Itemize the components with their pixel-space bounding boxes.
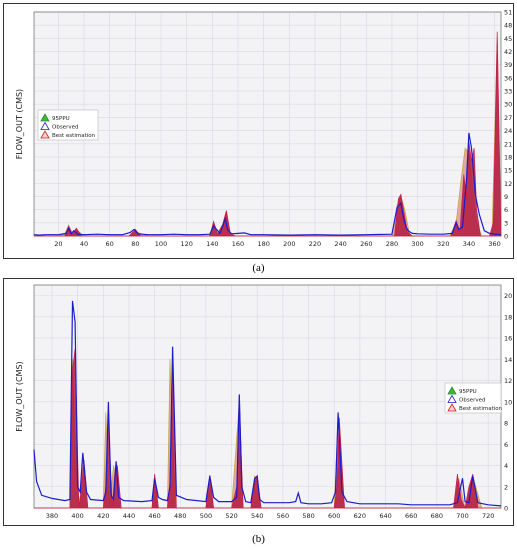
y-tick-label: 42 — [504, 48, 512, 56]
y-tick-label: 0 — [504, 233, 508, 241]
y-tick-label: 18 — [504, 313, 512, 321]
x-tick-label: 600 — [328, 512, 340, 520]
x-tick-label: 560 — [277, 512, 289, 520]
y-tick-label: 8 — [504, 420, 508, 428]
x-tick-label: 300 — [411, 240, 423, 248]
y-tick-label: 21 — [504, 140, 512, 148]
x-tick-label: 500 — [200, 512, 212, 520]
x-tick-label: 420 — [97, 512, 109, 520]
x-tick-label: 160 — [232, 240, 244, 248]
y-tick-label: 16 — [504, 335, 512, 343]
y-tick-label: 27 — [504, 114, 512, 122]
legend-95ppu-icon — [40, 113, 50, 122]
series-observed-line — [33, 132, 502, 236]
x-tick-label: 240 — [334, 240, 346, 248]
y-tick-label: 14 — [504, 356, 512, 364]
series-observed-line — [33, 300, 502, 507]
x-tick-label: 400 — [71, 512, 83, 520]
y-tick-label: 9 — [504, 193, 508, 201]
y-tick-label: 12 — [504, 377, 512, 385]
y-tick-label: 20 — [504, 292, 512, 300]
y-tick-label: 0 — [504, 505, 508, 513]
x-tick-label: 660 — [405, 512, 417, 520]
chart-panel-b: 0 2 4 6 8 10 12 14 16 18 20 380 400 420 440 460 480 500 52… — [3, 278, 514, 526]
y-tick-label: 39 — [504, 61, 512, 69]
y-tick-label: 12 — [504, 180, 512, 188]
x-tick-label: 40 — [80, 240, 88, 248]
legend: 95PPU Observed Best estimation — [37, 109, 99, 141]
y-tick-label: 2 — [504, 483, 508, 491]
legend-entry-label: Best estimation — [459, 406, 503, 412]
x-tick-label: 580 — [302, 512, 314, 520]
y-tick-label: 51 — [504, 9, 512, 17]
series-best-estimation-area — [34, 31, 502, 237]
y-tick-label: 6 — [504, 206, 508, 214]
legend-entry-label: 95PPU — [52, 116, 70, 122]
x-tick-label: 80 — [131, 240, 139, 248]
y-tick-label: 48 — [504, 22, 512, 30]
x-tick-label: 260 — [360, 240, 372, 248]
y-axis-label: FLOW_OUT (CMS) — [15, 361, 24, 431]
x-tick-label: 320 — [437, 240, 449, 248]
x-tick-label: 60 — [106, 240, 114, 248]
x-tick-label: 620 — [354, 512, 366, 520]
y-tick-label: 33 — [504, 88, 512, 96]
y-tick-label: 24 — [504, 127, 512, 135]
x-tick-label: 480 — [174, 512, 186, 520]
x-tick-label: 520 — [225, 512, 237, 520]
legend-entry-label: Best estimation — [52, 133, 96, 139]
x-tick-label: 200 — [283, 240, 295, 248]
x-tick-label: 100 — [155, 240, 167, 248]
plot-area-b — [34, 285, 501, 508]
x-tick-label: 440 — [123, 512, 135, 520]
x-tick-label: 700 — [456, 512, 468, 520]
x-tick-label: 120 — [180, 240, 192, 248]
legend-entry-label: 95PPU — [459, 389, 477, 395]
x-tick-label: 540 — [251, 512, 263, 520]
y-tick-label: 18 — [504, 153, 512, 161]
x-tick-label: 280 — [386, 240, 398, 248]
x-tick-label: 20 — [54, 240, 62, 248]
chart-panel-a: 0 3 6 9 12 15 18 21 24 27 30 33 36 39 42 45 48 51 20 40 60 80… — [3, 3, 514, 259]
x-tick-label: 640 — [379, 512, 391, 520]
x-tick-label: 140 — [206, 240, 218, 248]
y-tick-label: 3 — [504, 219, 508, 227]
y-tick-label: 4 — [504, 462, 508, 470]
legend-best-estimation-icon — [447, 403, 457, 412]
x-tick-label: 720 — [482, 512, 494, 520]
x-tick-label: 360 — [488, 240, 500, 248]
legend-entry-label: Observed — [52, 125, 78, 131]
x-tick-label: 180 — [257, 240, 269, 248]
y-tick-label: 45 — [504, 35, 512, 43]
x-tick-label: 340 — [463, 240, 475, 248]
y-tick-label: 30 — [504, 101, 512, 109]
y-tick-label: 15 — [504, 167, 512, 175]
legend-observed-icon — [40, 121, 50, 130]
y-tick-label: 36 — [504, 74, 512, 82]
legend-95ppu-icon — [447, 386, 457, 395]
x-tick-label: 460 — [148, 512, 160, 520]
legend: 95PPU Observed Best estimation — [444, 382, 503, 414]
panel-label-b: (b) — [252, 533, 265, 545]
x-tick-label: 220 — [309, 240, 321, 248]
x-tick-label: 680 — [431, 512, 443, 520]
legend-entry-label: Observed — [459, 398, 485, 404]
y-tick-label: 10 — [504, 398, 512, 406]
y-tick-label: 6 — [504, 441, 508, 449]
legend-best-estimation-icon — [40, 130, 50, 139]
legend-observed-icon — [447, 394, 457, 403]
y-axis-label: FLOW_OUT (CMS) — [15, 89, 24, 159]
plot-area-a — [34, 12, 501, 236]
panel-label-a: (a) — [252, 262, 265, 274]
x-tick-label: 380 — [46, 512, 58, 520]
chart-b-svg: 0 2 4 6 8 10 12 14 16 18 20 380 400 420 440 460 480 500 52… — [15, 284, 512, 520]
